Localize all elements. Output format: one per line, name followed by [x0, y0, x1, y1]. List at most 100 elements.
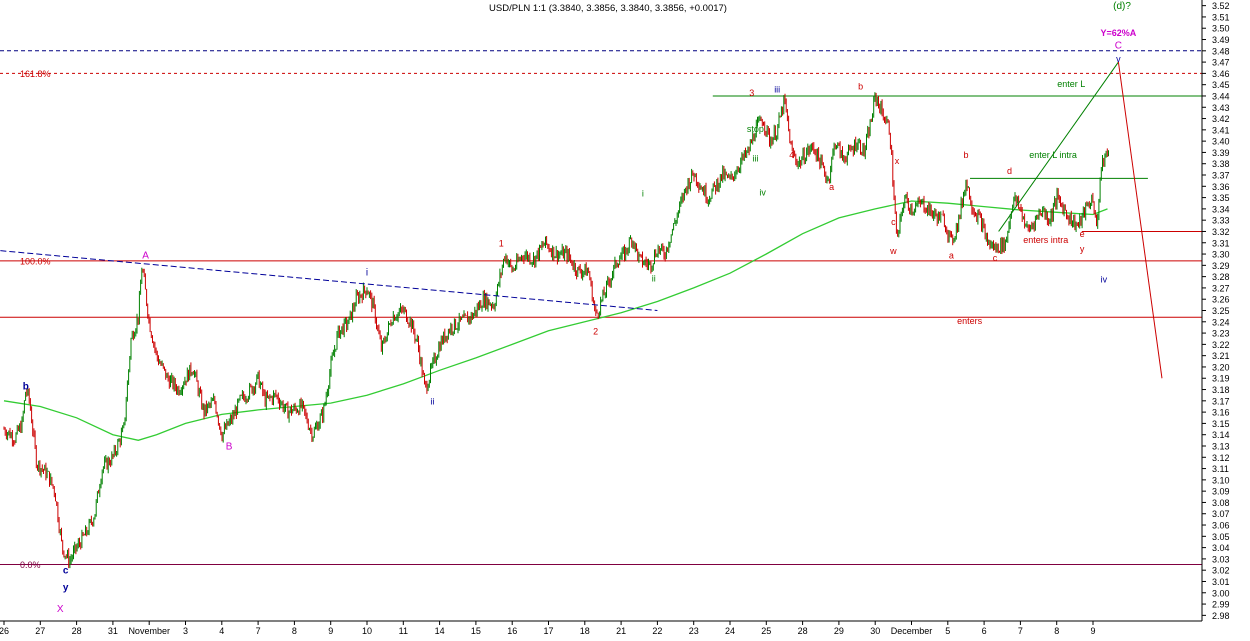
y-tick-label: 3.13 — [1212, 441, 1230, 451]
y-tick-label: 3.30 — [1212, 250, 1230, 260]
y-tick-label: 3.39 — [1212, 148, 1230, 158]
y-tick-label: 3.33 — [1212, 216, 1230, 226]
y-tick-label: 3.32 — [1212, 227, 1230, 237]
y-tick-label: 3.08 — [1212, 498, 1230, 508]
y-tick-label: 3.26 — [1212, 295, 1230, 305]
y-tick-label: 3.29 — [1212, 261, 1230, 271]
x-tick-label: 16 — [507, 626, 517, 636]
x-tick-label: November — [128, 626, 170, 636]
y-tick-label: 3.47 — [1212, 58, 1230, 68]
wave-annotation: a — [829, 182, 834, 192]
y-tick-label: 3.51 — [1212, 12, 1230, 22]
x-tick-label: 29 — [834, 626, 844, 636]
wave-annotation: iii — [752, 154, 758, 164]
x-tick-label: 30 — [870, 626, 880, 636]
y-tick-label: 3.34 — [1212, 204, 1230, 214]
y-tick-label: 3.05 — [1212, 532, 1230, 542]
y-tick-label: 3.43 — [1212, 103, 1230, 113]
y-tick-label: 3.01 — [1212, 577, 1230, 587]
wave-annotation: 1 — [499, 238, 504, 248]
wave-annotation: iv — [759, 187, 766, 197]
y-tick-label: 3.48 — [1212, 46, 1230, 56]
reference-line-label: 0.0% — [20, 560, 41, 570]
y-tick-label: 3.23 — [1212, 329, 1230, 339]
y-tick-label: 3.38 — [1212, 159, 1230, 169]
x-tick-label: 3 — [183, 626, 188, 636]
moving-average-line — [3, 200, 1108, 441]
x-tick-label: 23 — [689, 626, 699, 636]
x-tick-label: 28 — [72, 626, 82, 636]
wave-annotation: iii — [774, 85, 780, 95]
wave-annotation: ii — [430, 396, 434, 406]
wave-annotation: a — [949, 251, 954, 261]
y-tick-label: 3.44 — [1212, 91, 1230, 101]
x-tick-label: 9 — [328, 626, 333, 636]
wave-annotation: Y=62%A — [1101, 28, 1137, 38]
wave-annotation: c — [993, 253, 998, 263]
wave-annotation: v — [1116, 54, 1121, 64]
y-tick-label: 3.50 — [1212, 24, 1230, 34]
x-tick-label: 10 — [362, 626, 372, 636]
wave-annotation: c — [63, 566, 69, 577]
y-tick-label: 3.25 — [1212, 306, 1230, 316]
y-tick-label: 3.22 — [1212, 340, 1230, 350]
reference-line-label: 161.8% — [20, 69, 51, 79]
wave-annotation: A — [142, 251, 149, 262]
wave-annotation: 2 — [593, 326, 598, 336]
y-tick-label: 3.03 — [1212, 554, 1230, 564]
wave-annotation: iv — [1101, 274, 1108, 284]
wave-annotation: enter L intra — [1029, 150, 1077, 160]
y-tick-label: 3.36 — [1212, 182, 1230, 192]
x-tick-label: 22 — [652, 626, 662, 636]
chart-title: USD/PLN 1:1 (3.3840, 3.3856, 3.3840, 3.3… — [489, 3, 727, 14]
y-tick-label: 3.19 — [1212, 374, 1230, 384]
y-tick-label: 3.52 — [1212, 1, 1230, 11]
wave-annotation: 3 — [749, 88, 754, 98]
x-tick-label: 4 — [219, 626, 224, 636]
trendlines — [0, 61, 1163, 379]
y-tick-label: 2.98 — [1212, 611, 1230, 621]
y-tick-label: 3.11 — [1212, 464, 1229, 474]
y-tick-label: 3.18 — [1212, 385, 1230, 395]
y-tick-label: 3.12 — [1212, 453, 1230, 463]
wave-annotation: w — [889, 246, 897, 256]
y-tick-label: 3.14 — [1212, 430, 1230, 440]
y-tick-label: 3.21 — [1212, 351, 1230, 361]
x-tick-label: 7 — [1018, 626, 1023, 636]
x-tick-label: 6 — [982, 626, 987, 636]
x-tick-label: 24 — [725, 626, 735, 636]
y-tick-label: 3.09 — [1212, 487, 1230, 497]
x-tick-label: 8 — [292, 626, 297, 636]
y-tick-label: 3.04 — [1212, 543, 1230, 553]
y-axis: 3.523.51 3.503.493.48 3.473.463.453.44 3.43… — [1201, 0, 1230, 621]
y-tick-label: 3.37 — [1212, 171, 1230, 181]
wave-annotation: ii — [652, 273, 656, 283]
x-tick-label: 7 — [256, 626, 261, 636]
y-tick-label: 3.06 — [1212, 521, 1230, 531]
y-tick-label: 3.24 — [1212, 317, 1230, 327]
reference-line-label: 100.0% — [20, 256, 51, 266]
wave-annotation: b — [23, 382, 29, 393]
x-tick-label: 18 — [580, 626, 590, 636]
y-tick-label: 3.20 — [1212, 362, 1230, 372]
wave-annotation: i — [366, 268, 368, 279]
wave-annotation: C — [1115, 41, 1122, 52]
x-tick-label: 14 — [435, 626, 445, 636]
wave-annotation: b — [858, 81, 863, 91]
x-tick-label: December — [891, 626, 933, 636]
y-tick-label: 3.40 — [1212, 137, 1230, 147]
x-tick-label: 15 — [471, 626, 481, 636]
y-tick-label: 3.16 — [1212, 408, 1230, 418]
y-tick-label: 3.28 — [1212, 272, 1230, 282]
y-tick-label: 3.15 — [1212, 419, 1230, 429]
y-tick-label: 3.17 — [1212, 396, 1230, 406]
wave-annotation: X — [57, 604, 64, 615]
y-tick-label: 3.00 — [1212, 588, 1230, 598]
y-tick-label: 3.02 — [1212, 566, 1230, 576]
wave-annotation: stop — [747, 124, 764, 134]
wave-annotation: i — [642, 189, 644, 199]
trend-segment — [0, 250, 658, 311]
wave-annotation: b — [963, 150, 968, 160]
y-tick-label: 3.42 — [1212, 114, 1230, 124]
